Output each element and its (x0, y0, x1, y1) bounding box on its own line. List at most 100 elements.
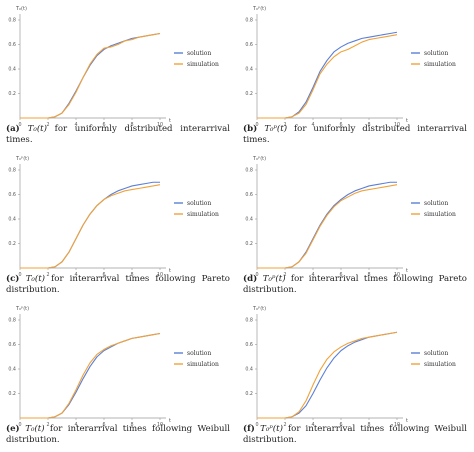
series-line-simulation (20, 332, 161, 419)
x-tick-label: 4 (311, 122, 314, 128)
x-axis-label: t (406, 268, 408, 274)
caption-d: (d) T₀ᵖ(t) for interarrival times follow… (243, 274, 467, 296)
y-tick-label: 0.6 (8, 192, 16, 198)
y-tick-label: 0.6 (8, 42, 16, 48)
caption-label: (a) (6, 124, 28, 134)
y-tick-label: 0.8 (8, 318, 16, 324)
y-tick-label: 0.4 (245, 217, 253, 223)
x-tick-label: 6 (102, 422, 105, 428)
x-tick-label: 2 (46, 122, 49, 128)
x-tick-label: 10 (157, 272, 163, 278)
y-axis-label: T₀ᵖ(t) (252, 156, 266, 162)
x-tick-label: 4 (74, 122, 77, 128)
y-axis-label: T₀ᵖ(t) (15, 306, 29, 312)
x-tick-label: 8 (367, 272, 370, 278)
series-line-simulation (257, 184, 398, 269)
x-tick-label: 0 (18, 272, 21, 278)
chart-a: 0 2 4 6 8 10 0.2 0.4 0.6 0.8 T₀(t) t solution simulat… (8, 6, 219, 128)
x-tick-label: 0 (18, 122, 21, 128)
caption-b: (b) T₀ᵖ(t) for uniformly distributed int… (243, 124, 467, 146)
caption-label: (b) (243, 124, 265, 134)
x-tick-label: 4 (74, 272, 77, 278)
y-tick-label: 0.6 (245, 42, 253, 48)
chart-d: 0 2 4 6 8 10 0.2 0.4 0.6 0.8 T₀ᵖ(t) t solution simula… (245, 156, 456, 278)
x-tick-label: 10 (157, 122, 163, 128)
y-tick-label: 0.4 (245, 67, 253, 73)
y-axis-label: T₀ᵖ(t) (252, 6, 266, 12)
chart-panel-f: 0 2 4 6 8 10 0.2 0.4 0.6 0.8 T₀ᵖ(t) t solution simula… (237, 300, 474, 450)
caption-a: (a) T₀(t) for uniformly distributed inte… (6, 124, 230, 146)
x-tick-label: 8 (130, 272, 133, 278)
legend-c: solution simulation (174, 200, 219, 218)
y-tick-label: 0.2 (8, 391, 16, 397)
legend-label-solution: solution (424, 200, 448, 207)
caption-text: for interarrival times following Pareto … (6, 274, 230, 295)
series-line-solution (20, 181, 160, 269)
caption-e: (e) T₀(t) for interarrival times followi… (6, 424, 230, 446)
caption-label: (f) (243, 424, 261, 434)
x-axis-label: t (169, 418, 171, 424)
legend-label-solution: solution (187, 350, 211, 357)
legend-label-simulation: simulation (424, 61, 456, 68)
legend-e: solution simulation (174, 350, 219, 368)
y-tick-label: 0.6 (245, 192, 253, 198)
y-axis-label: T₀ᵖ(t) (252, 306, 266, 312)
legend-b: solution simulation (411, 50, 456, 68)
x-tick-label: 0 (255, 272, 258, 278)
axes-f: 0 2 4 6 8 10 0.2 0.4 0.6 0.8 T₀ᵖ(t) t (245, 306, 408, 428)
legend-label-simulation: simulation (187, 211, 219, 218)
legend-label-simulation: simulation (187, 61, 219, 68)
legend-f: solution simulation (411, 350, 456, 368)
series-line-simulation (20, 32, 161, 119)
y-tick-label: 0.2 (8, 241, 16, 247)
x-tick-label: 6 (339, 122, 342, 128)
caption-f: (f) T₀ᵖ(t) for interarrival times follow… (243, 424, 467, 446)
x-axis-label: t (406, 418, 408, 424)
legend-d: solution simulation (411, 200, 456, 218)
x-tick-label: 8 (130, 422, 133, 428)
x-axis-label: t (169, 118, 171, 124)
series-line-solution (20, 332, 161, 419)
y-tick-label: 0.6 (8, 342, 16, 348)
x-tick-label: 0 (255, 422, 258, 428)
y-tick-label: 0.2 (245, 91, 253, 97)
x-tick-label: 6 (339, 272, 342, 278)
caption-text: for interarrival times following Pareto … (243, 274, 467, 295)
x-tick-label: 4 (74, 422, 77, 428)
x-tick-label: 0 (18, 422, 21, 428)
axes-a: 0 2 4 6 8 10 0.2 0.4 0.6 0.8 T₀(t) t (8, 6, 171, 128)
y-axis-label: T₀ᵖ(t) (15, 156, 29, 162)
y-axis-label: T₀(t) (15, 6, 27, 12)
caption-text: for interarrival times following Weibull… (243, 424, 467, 445)
series-line-solution (20, 32, 161, 119)
series-line-simulation (20, 184, 161, 269)
axes-c: 0 2 4 6 8 10 0.2 0.4 0.6 0.8 T₀ᵖ(t) t (8, 156, 171, 278)
series-line-solution (257, 331, 398, 419)
axes-d: 0 2 4 6 8 10 0.2 0.4 0.6 0.8 T₀ᵖ(t) t (245, 156, 408, 278)
x-tick-label: 6 (102, 272, 105, 278)
x-tick-label: 2 (283, 272, 286, 278)
series-line-solution (257, 181, 397, 269)
y-tick-label: 0.4 (8, 367, 16, 373)
legend-label-simulation: simulation (424, 361, 456, 368)
series-line-solution (257, 31, 398, 119)
x-tick-label: 4 (311, 422, 314, 428)
x-tick-label: 10 (394, 422, 400, 428)
legend-label-solution: solution (187, 200, 211, 207)
legend-label-solution: solution (424, 350, 448, 357)
caption-text: for uniformly distributed interarrival t… (243, 124, 467, 145)
x-tick-label: 10 (394, 272, 400, 278)
chart-panel-d: 0 2 4 6 8 10 0.2 0.4 0.6 0.8 T₀ᵖ(t) t solution simula… (237, 150, 474, 300)
x-tick-label: 0 (255, 122, 258, 128)
chart-c: 0 2 4 6 8 10 0.2 0.4 0.6 0.8 T₀ᵖ(t) t solution simula… (8, 156, 219, 278)
x-tick-label: 8 (130, 122, 133, 128)
x-tick-label: 8 (367, 122, 370, 128)
x-tick-label: 4 (311, 272, 314, 278)
chart-panel-e: 0 2 4 6 8 10 0.2 0.4 0.6 0.8 T₀ᵖ(t) t solution simula… (0, 300, 237, 450)
x-tick-label: 6 (339, 422, 342, 428)
legend-label-solution: solution (424, 50, 448, 57)
x-tick-label: 2 (46, 272, 49, 278)
y-tick-label: 0.4 (245, 367, 253, 373)
axes-b: 0 2 4 6 8 10 0.2 0.4 0.6 0.8 T₀ᵖ(t) t (245, 6, 408, 128)
caption-label: (c) (6, 274, 26, 284)
